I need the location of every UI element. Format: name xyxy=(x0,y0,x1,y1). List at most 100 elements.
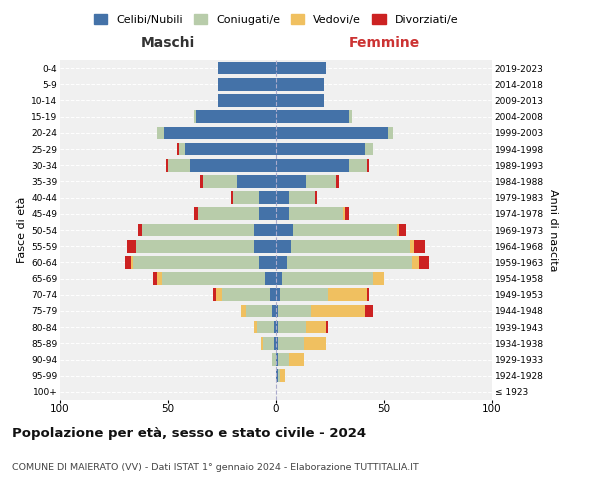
Bar xyxy=(166,159,168,172)
Bar xyxy=(272,304,276,318)
Bar xyxy=(276,224,293,236)
Bar xyxy=(241,304,246,318)
Bar xyxy=(365,304,373,318)
Bar xyxy=(276,321,278,334)
Text: COMUNE DI MAIERATO (VV) - Dati ISTAT 1° gennaio 2024 - Elaborazione TUTTITALIA.I: COMUNE DI MAIERATO (VV) - Dati ISTAT 1° … xyxy=(12,462,419,471)
Y-axis label: Fasce di età: Fasce di età xyxy=(17,197,27,263)
Bar xyxy=(373,272,384,285)
Bar xyxy=(218,62,276,74)
Bar xyxy=(176,142,179,156)
Bar xyxy=(276,62,326,74)
Bar xyxy=(254,224,276,236)
Bar xyxy=(200,175,203,188)
Bar xyxy=(306,321,326,334)
Legend: Celibi/Nubili, Coniugati/e, Vedovi/e, Divorziati/e: Celibi/Nubili, Coniugati/e, Vedovi/e, Di… xyxy=(91,11,461,28)
Text: Femmine: Femmine xyxy=(349,36,419,50)
Bar xyxy=(276,78,323,90)
Bar xyxy=(276,142,365,156)
Bar xyxy=(276,256,287,268)
Bar xyxy=(230,192,233,204)
Bar xyxy=(289,192,315,204)
Bar xyxy=(194,208,198,220)
Bar xyxy=(203,175,237,188)
Bar xyxy=(276,304,278,318)
Bar xyxy=(259,256,276,268)
Bar xyxy=(280,370,284,382)
Bar xyxy=(280,288,328,301)
Bar xyxy=(349,110,352,123)
Bar xyxy=(168,159,190,172)
Bar xyxy=(259,192,276,204)
Bar xyxy=(215,288,222,301)
Bar xyxy=(315,192,317,204)
Bar xyxy=(306,175,337,188)
Bar xyxy=(291,240,410,252)
Bar xyxy=(276,370,278,382)
Bar xyxy=(269,288,276,301)
Bar xyxy=(276,337,278,349)
Bar xyxy=(157,272,161,285)
Bar xyxy=(293,224,397,236)
Bar xyxy=(214,288,215,301)
Bar xyxy=(343,208,345,220)
Bar xyxy=(419,256,430,268)
Bar xyxy=(278,370,280,382)
Bar xyxy=(237,175,276,188)
Bar xyxy=(278,321,306,334)
Bar xyxy=(365,142,373,156)
Bar xyxy=(397,224,399,236)
Bar xyxy=(278,337,304,349)
Bar xyxy=(198,208,259,220)
Bar xyxy=(157,126,164,139)
Bar xyxy=(138,224,142,236)
Bar xyxy=(349,159,367,172)
Bar xyxy=(142,224,254,236)
Bar xyxy=(412,256,419,268)
Bar xyxy=(304,337,326,349)
Bar xyxy=(283,272,373,285)
Bar xyxy=(125,256,131,268)
Bar xyxy=(265,272,276,285)
Bar xyxy=(131,256,133,268)
Bar xyxy=(133,256,259,268)
Bar xyxy=(218,78,276,90)
Bar xyxy=(410,240,414,252)
Bar xyxy=(289,353,304,366)
Bar xyxy=(367,159,369,172)
Bar xyxy=(222,288,269,301)
Bar xyxy=(276,94,323,107)
Bar xyxy=(276,272,283,285)
Bar xyxy=(257,321,274,334)
Bar xyxy=(194,110,196,123)
Bar xyxy=(161,272,265,285)
Bar xyxy=(345,208,349,220)
Bar xyxy=(367,288,369,301)
Bar xyxy=(136,240,254,252)
Bar xyxy=(414,240,425,252)
Text: Popolazione per età, sesso e stato civile - 2024: Popolazione per età, sesso e stato civil… xyxy=(12,428,366,440)
Bar xyxy=(276,110,349,123)
Bar xyxy=(399,224,406,236)
Bar xyxy=(276,126,388,139)
Bar xyxy=(254,321,257,334)
Bar xyxy=(179,142,185,156)
Bar xyxy=(263,337,274,349)
Bar xyxy=(276,192,289,204)
Bar xyxy=(311,304,365,318)
Bar xyxy=(276,159,349,172)
Bar xyxy=(261,337,263,349)
Y-axis label: Anni di nascita: Anni di nascita xyxy=(548,188,558,271)
Bar xyxy=(276,175,306,188)
Bar xyxy=(289,208,343,220)
Bar xyxy=(274,337,276,349)
Text: Maschi: Maschi xyxy=(141,36,195,50)
Bar xyxy=(259,208,276,220)
Bar xyxy=(328,288,367,301)
Bar xyxy=(190,159,276,172)
Bar xyxy=(196,110,276,123)
Bar xyxy=(278,353,289,366)
Bar xyxy=(185,142,276,156)
Bar xyxy=(276,240,291,252)
Bar xyxy=(254,240,276,252)
Bar xyxy=(233,192,259,204)
